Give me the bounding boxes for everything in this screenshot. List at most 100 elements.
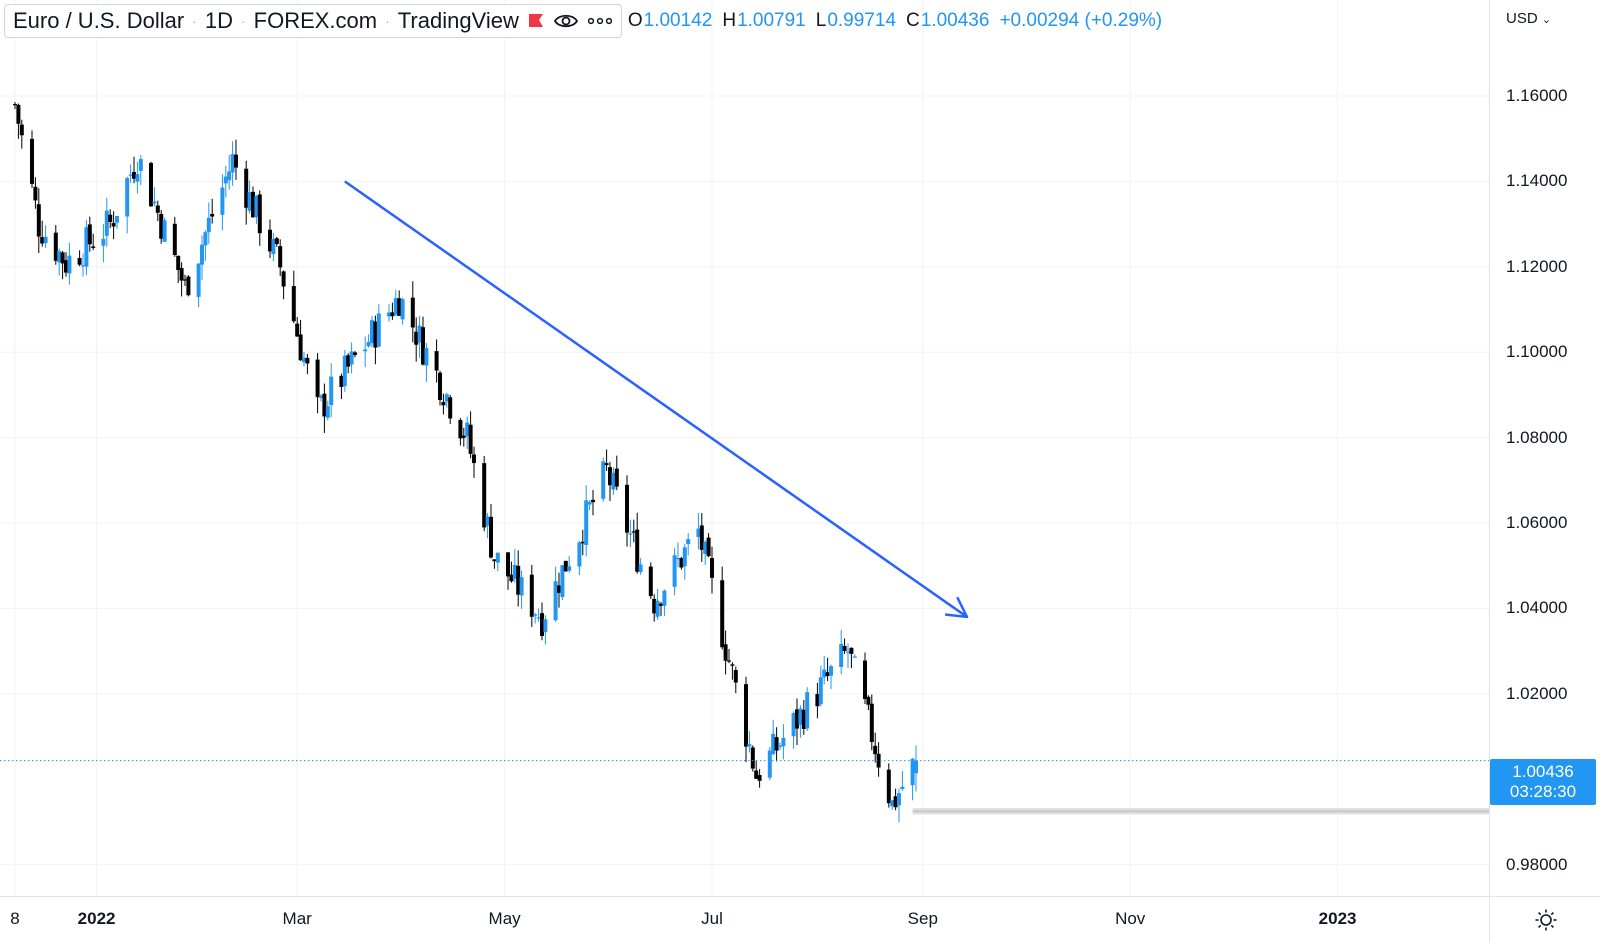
candle [553,566,558,622]
candle [750,745,755,772]
candle [519,570,524,609]
candle [203,230,208,261]
candle-body [302,357,306,363]
candle-body [829,666,833,676]
candle-body [492,559,497,562]
candle [696,513,701,550]
candle-body [363,349,368,352]
candle [108,209,113,229]
candle [115,215,119,229]
candle-body [108,214,113,223]
candle-body [512,564,517,579]
candle [84,219,89,276]
candle [363,336,368,368]
candle [893,788,898,811]
bar-countdown: 03:28:30 [1509,781,1577,801]
candle-body [152,201,157,204]
candle [339,373,344,400]
candle [230,141,235,186]
candle [536,608,541,622]
ohlc-low-key: L [815,10,827,31]
candle [601,457,606,502]
candle [410,281,415,343]
candle [730,662,735,680]
ohlc-close: C1.00436 [906,10,989,32]
candle [325,400,330,421]
candle [458,418,463,446]
candle [846,643,850,668]
chart-pane[interactable] [0,0,1489,896]
candle-body [251,191,255,218]
candle-body [81,265,85,267]
candle-body [200,244,204,265]
candle-body [234,154,238,168]
candle-body [506,552,510,577]
more-dots-icon[interactable] [587,16,613,26]
candle [305,353,310,375]
candle-body [540,613,544,637]
candle-body [438,372,442,400]
candle-body [448,397,453,419]
candle-body [64,260,68,273]
candle [441,393,446,415]
candle [747,731,752,753]
candle-body [614,468,619,487]
candle [220,174,225,231]
symbol-name[interactable]: Euro / U.S. Dollar [13,8,185,33]
candle-body [257,194,262,234]
candle-body [370,320,374,344]
candle [825,657,830,682]
candlestick-chart[interactable] [0,0,1489,896]
settings-sun-icon[interactable] [1489,896,1600,943]
candle-body [706,537,711,557]
legend-separator: · [192,13,197,29]
candle-body [852,656,857,658]
candle [19,119,24,149]
candle-body [254,195,259,218]
candle-body [519,577,524,596]
price-axis[interactable]: USD ⌄ 1.16000 1.14000 1.12000 1.10000 1.0800… [1489,0,1600,896]
symbol-legend-box[interactable]: Euro / U.S. Dollar · 1D · FOREX.com · Tr… [4,4,622,38]
candle [33,177,38,209]
currency-dropdown[interactable]: USD ⌄ [1506,10,1551,27]
candle-body [417,325,422,343]
candle-body [390,312,395,317]
time-axis[interactable]: 8 2022 Mar May Jul Sep Nov 2023 [0,896,1489,943]
ohlc-open-key: O [627,10,643,31]
candle [295,316,300,337]
candle [40,220,45,247]
candle [302,351,306,367]
candle [625,475,629,547]
candle-body [135,174,140,182]
candle [16,103,21,139]
candle [30,130,34,188]
candle [587,499,592,511]
time-tick-label: May [488,909,521,928]
eye-icon[interactable] [553,12,579,30]
candle [397,290,402,316]
candle [468,411,473,459]
candle [206,202,211,244]
candle [67,242,72,285]
candle-body [696,528,701,537]
candle-body [672,555,677,587]
candle [159,210,164,244]
interval-label[interactable]: 1D [204,8,233,33]
price-tick-label: 1.04000 [1506,598,1568,618]
ohlc-close-value: 1.00436 [920,10,990,31]
candle-body [710,558,714,578]
candle-body [414,331,419,345]
chevron-down-icon: ⌄ [1541,14,1552,26]
red-flag-icon[interactable] [527,13,545,29]
price-tick-label: 1.02000 [1506,683,1568,703]
candle [244,160,249,225]
candle [373,315,378,365]
candle [223,165,228,198]
candle [291,270,296,324]
trend-arrow[interactable] [344,180,968,618]
candle [186,275,191,297]
candle [686,533,691,556]
candle-body [421,327,425,365]
candle [822,655,827,685]
candle [319,394,323,402]
